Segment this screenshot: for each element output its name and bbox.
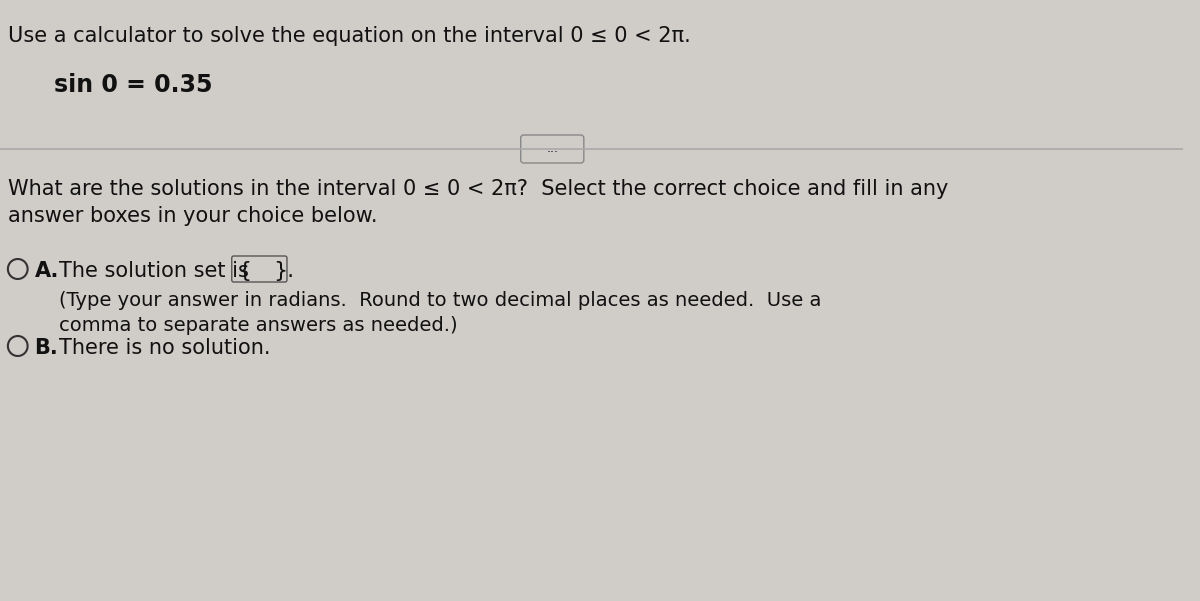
Text: comma to separate answers as needed.): comma to separate answers as needed.)	[59, 316, 457, 335]
Text: What are the solutions in the interval 0 ≤ 0 < 2π?  Select the correct choice an: What are the solutions in the interval 0…	[8, 179, 948, 199]
Text: The solution set is: The solution set is	[59, 261, 256, 281]
Text: A.: A.	[35, 261, 59, 281]
Text: {: {	[238, 261, 252, 281]
Text: sin 0 = 0.35: sin 0 = 0.35	[54, 73, 212, 97]
Text: ...: ...	[546, 142, 558, 156]
Text: Use a calculator to solve the equation on the interval 0 ≤ 0 < 2π.: Use a calculator to solve the equation o…	[8, 26, 691, 46]
Text: (Type your answer in radians.  Round to two decimal places as needed.  Use a: (Type your answer in radians. Round to t…	[59, 291, 822, 310]
Text: B.: B.	[35, 338, 59, 358]
Text: answer boxes in your choice below.: answer boxes in your choice below.	[8, 206, 377, 226]
FancyBboxPatch shape	[521, 135, 584, 163]
Text: }.: }.	[274, 261, 294, 281]
FancyBboxPatch shape	[232, 256, 287, 282]
Text: There is no solution.: There is no solution.	[59, 338, 271, 358]
